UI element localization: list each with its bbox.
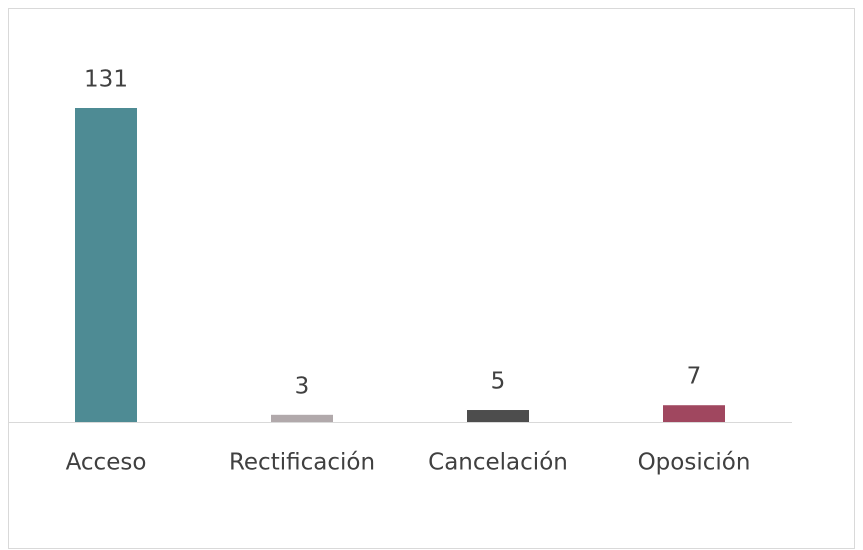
bar [467,410,529,422]
bar [75,108,137,422]
x-tick-label: Oposición [638,450,751,476]
x-tick-label: Acceso [66,450,147,476]
data-label: 3 [295,373,310,399]
bar [663,405,725,422]
x-tick-label: Cancelación [428,450,568,476]
x-tick-label: Rectificación [229,450,375,476]
chart-frame [8,8,855,549]
data-label: 5 [491,369,506,395]
data-label: 131 [84,67,128,93]
bar [271,414,333,422]
data-label: 7 [687,364,702,390]
